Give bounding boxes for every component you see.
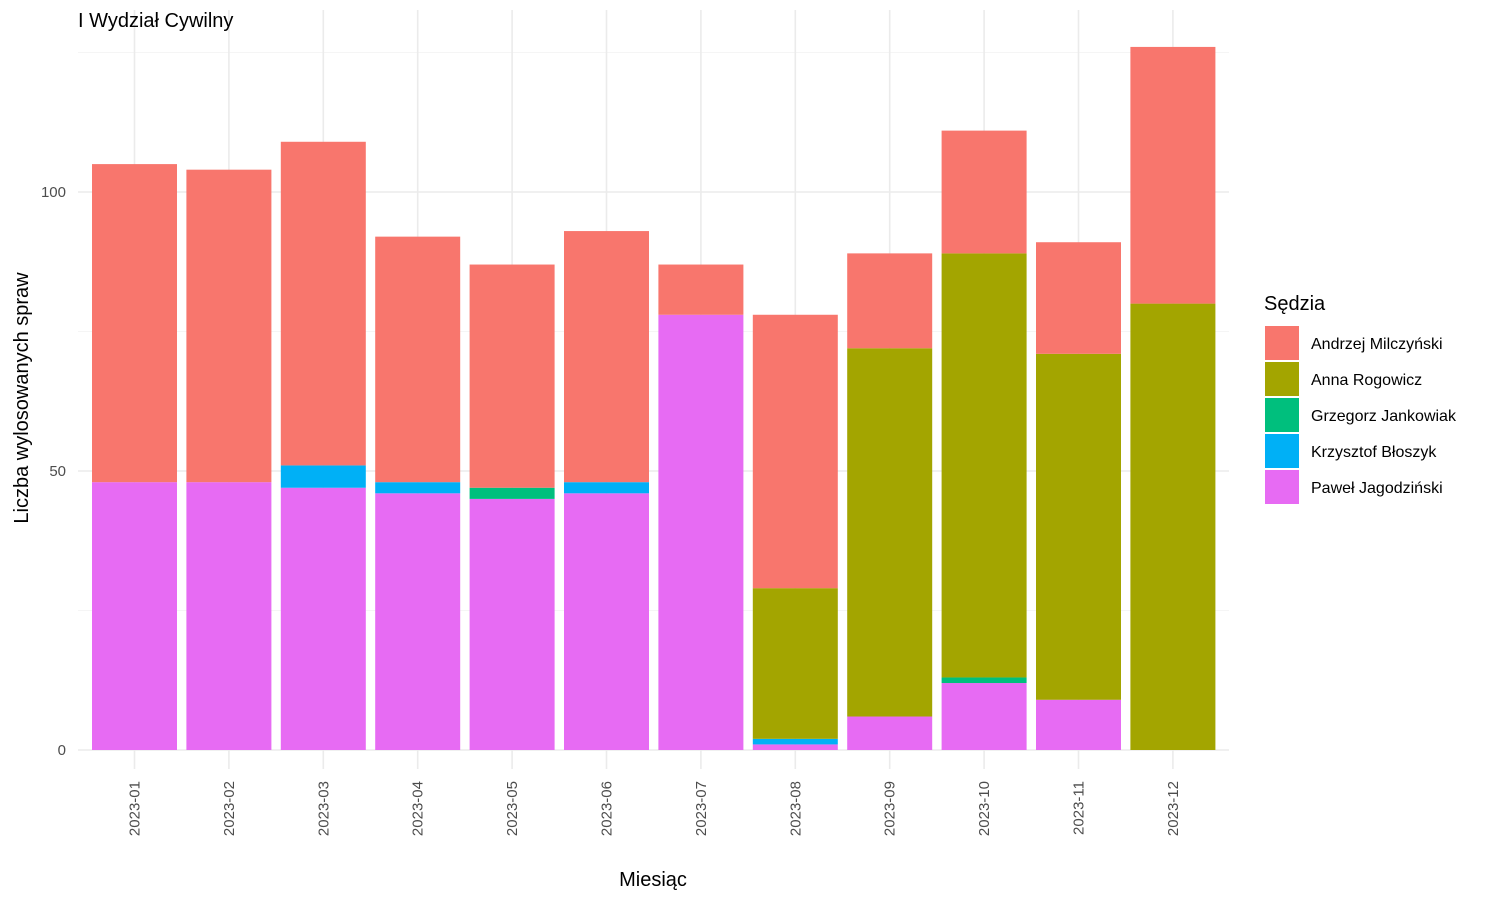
- bar-segment: [941, 683, 1027, 750]
- bar-segment: [752, 314, 838, 589]
- x-tick-labels: 2023-01 2023-02 2023-03 2023-04 2023-05 2023-…: [127, 781, 1182, 836]
- x-tick-label: 2023-11: [1071, 781, 1088, 835]
- chart-title: I Wydział Cywilny: [78, 10, 233, 32]
- bar-segment: [92, 482, 177, 750]
- x-tick-label: 2023-04: [410, 781, 427, 836]
- legend-items: Andrzej Milczyński Anna Rogowicz Grzegorz …: [1265, 326, 1457, 504]
- bar-stack-2023-01: [92, 164, 177, 750]
- bar-segment: [469, 487, 555, 499]
- x-tick-label: 2023-07: [693, 781, 710, 836]
- bars-layer: [92, 46, 1216, 750]
- bar-segment: [1130, 303, 1216, 750]
- legend-item: Grzegorz Jankowiak: [1265, 398, 1457, 432]
- bar-segment: [752, 588, 838, 739]
- bar-stack-2023-04: [375, 236, 461, 750]
- bar-segment: [564, 231, 649, 483]
- x-tick-label: 2023-08: [787, 781, 804, 836]
- legend-swatch: [1265, 326, 1299, 360]
- bar-segment: [280, 141, 366, 466]
- bar-stack-2023-03: [280, 141, 366, 750]
- bar-segment: [186, 482, 272, 750]
- bar-segment: [941, 677, 1027, 684]
- bar-segment: [1036, 242, 1121, 354]
- legend-item: Paweł Jagodziński: [1265, 470, 1443, 504]
- legend-item: Anna Rogowicz: [1265, 362, 1422, 396]
- bar-stack-2023-06: [564, 231, 649, 750]
- bar-segment: [469, 264, 555, 488]
- bar-segment: [375, 236, 461, 483]
- bar-segment: [658, 264, 744, 315]
- bar-stack-2023-11: [1036, 242, 1121, 750]
- x-tick-label: 2023-12: [1165, 781, 1182, 836]
- legend-item: Andrzej Milczyński: [1265, 326, 1443, 360]
- x-tick-label: 2023-06: [599, 781, 616, 836]
- bar-segment: [847, 348, 933, 717]
- bar-segment: [752, 738, 838, 745]
- legend-item: Krzysztof Błoszyk: [1265, 434, 1437, 468]
- x-tick-label: 2023-10: [976, 781, 993, 836]
- bar-segment: [1130, 46, 1216, 304]
- x-axis-title: Miesiąc: [619, 869, 687, 891]
- bar-segment: [752, 744, 838, 750]
- legend-label: Anna Rogowicz: [1311, 372, 1422, 389]
- bar-segment: [280, 465, 366, 488]
- legend-label: Paweł Jagodziński: [1311, 480, 1443, 497]
- legend-label: Andrzej Milczyński: [1311, 336, 1443, 353]
- x-tick-label: 2023-01: [127, 781, 144, 836]
- y-tick-label: 100: [41, 184, 66, 201]
- y-tick-labels: 0 50 100: [41, 184, 66, 759]
- bar-segment: [658, 314, 744, 750]
- bar-segment: [1036, 353, 1121, 700]
- legend-swatch: [1265, 470, 1299, 504]
- bar-segment: [847, 253, 933, 349]
- bar-segment: [847, 716, 933, 750]
- bar-segment: [564, 493, 649, 750]
- bar-segment: [564, 482, 649, 494]
- bar-stack-2023-02: [186, 169, 272, 750]
- bar-segment: [186, 169, 272, 483]
- x-tick-label: 2023-05: [504, 781, 521, 836]
- legend-swatch: [1265, 434, 1299, 468]
- x-tick-label: 2023-03: [315, 781, 332, 836]
- y-axis-title: Liczba wylosowanych spraw: [11, 272, 33, 524]
- bar-segment: [941, 253, 1027, 678]
- bar-segment: [1036, 699, 1121, 750]
- bar-stack-2023-12: [1130, 46, 1216, 750]
- bar-segment: [280, 487, 366, 750]
- y-tick-label: 50: [49, 463, 66, 480]
- legend-swatch: [1265, 398, 1299, 432]
- bar-segment: [469, 498, 555, 750]
- bar-segment: [375, 493, 461, 750]
- legend: Sędzia Andrzej Milczyński Anna Rogowicz Gr…: [1264, 293, 1457, 504]
- legend-swatch: [1265, 362, 1299, 396]
- bar-stack-2023-09: [847, 253, 933, 750]
- bar-stack-2023-07: [658, 264, 744, 750]
- y-tick-label: 0: [58, 742, 66, 759]
- x-tick-label: 2023-09: [882, 781, 899, 836]
- bar-segment: [375, 482, 461, 494]
- legend-title: Sędzia: [1264, 293, 1326, 315]
- bar-stack-2023-08: [752, 314, 838, 750]
- x-tick-label: 2023-02: [221, 781, 238, 836]
- legend-label: Krzysztof Błoszyk: [1311, 444, 1437, 461]
- bar-stack-2023-05: [469, 264, 555, 750]
- legend-label: Grzegorz Jankowiak: [1311, 408, 1457, 425]
- bar-segment: [941, 130, 1027, 254]
- bar-segment: [92, 164, 177, 483]
- bar-stack-2023-10: [941, 130, 1027, 750]
